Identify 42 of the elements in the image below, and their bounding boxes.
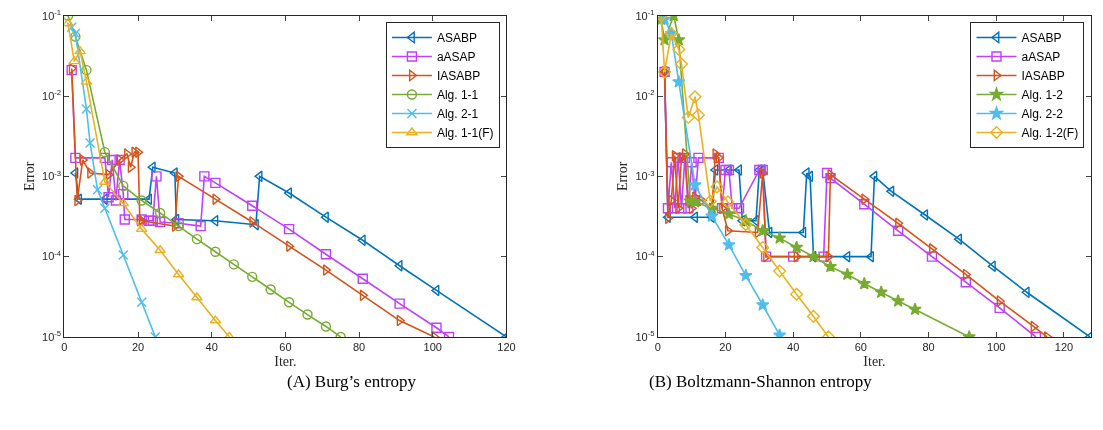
x-tick-label: 120 — [497, 341, 516, 354]
legend-label: ASABP — [436, 31, 477, 46]
x-tick-label: 40 — [205, 341, 218, 354]
x-tick-label: 0 — [654, 341, 661, 354]
x-tick-label: 20 — [131, 341, 145, 354]
x-tick-label: 40 — [787, 341, 800, 354]
legend-label: Alg. 2-2 — [1021, 107, 1064, 122]
y-axis-title: Error — [615, 161, 631, 192]
legend-label: Alg. 1-1(F) — [436, 126, 494, 141]
x-axis-title: Iter. — [274, 354, 297, 370]
x-tick-label: 120 — [1054, 341, 1074, 354]
x-tick-label: 20 — [719, 341, 732, 354]
legend-label: aASAP — [1021, 50, 1061, 65]
x-tick-label: 80 — [352, 341, 366, 354]
y-tick-label: 10$^{-3}$ — [42, 168, 62, 183]
x-tick-label: 60 — [279, 341, 292, 354]
legend-label: Alg. 1-2 — [1021, 88, 1064, 103]
legend-label: IASABP — [436, 69, 481, 84]
legend-label: Alg. 1-1 — [436, 88, 479, 103]
y-tick-label: 10$^{-1}$ — [635, 7, 655, 22]
y-tick-label: 10$^{-4}$ — [42, 248, 62, 263]
text: (B) Boltzmann-Shannon entropy — [649, 372, 873, 391]
y-tick-label: 10$^{-2}$ — [42, 88, 62, 102]
y-axis-title: Error — [21, 161, 37, 192]
x-tick-label: 0 — [61, 341, 68, 354]
x-axis-title: Iter. — [863, 354, 886, 370]
legend-label: Alg. 1-2(F) — [1021, 126, 1079, 141]
y-tick-label: 10$^{-4}$ — [635, 248, 656, 263]
legend-label: aASAP — [436, 50, 476, 65]
y-tick-label: 10$^{-5}$ — [42, 329, 62, 343]
legend-label: IASABP — [1021, 69, 1065, 84]
legend-label: Alg. 2-1 — [436, 107, 479, 122]
y-tick-label: 10$^{-5}$ — [635, 329, 655, 343]
legend-label: ASABP — [1021, 31, 1062, 46]
x-tick-label: 60 — [854, 341, 867, 354]
text: (A) Burg’s entropy — [287, 372, 417, 391]
x-tick-label: 100 — [987, 341, 1006, 354]
y-tick-label: 10$^{-1}$ — [42, 7, 62, 22]
x-tick-label: 100 — [423, 341, 442, 354]
x-tick-label: 80 — [922, 341, 935, 354]
y-tick-label: 10$^{-3}$ — [635, 168, 655, 183]
y-tick-label: 10$^{-2}$ — [635, 88, 655, 102]
